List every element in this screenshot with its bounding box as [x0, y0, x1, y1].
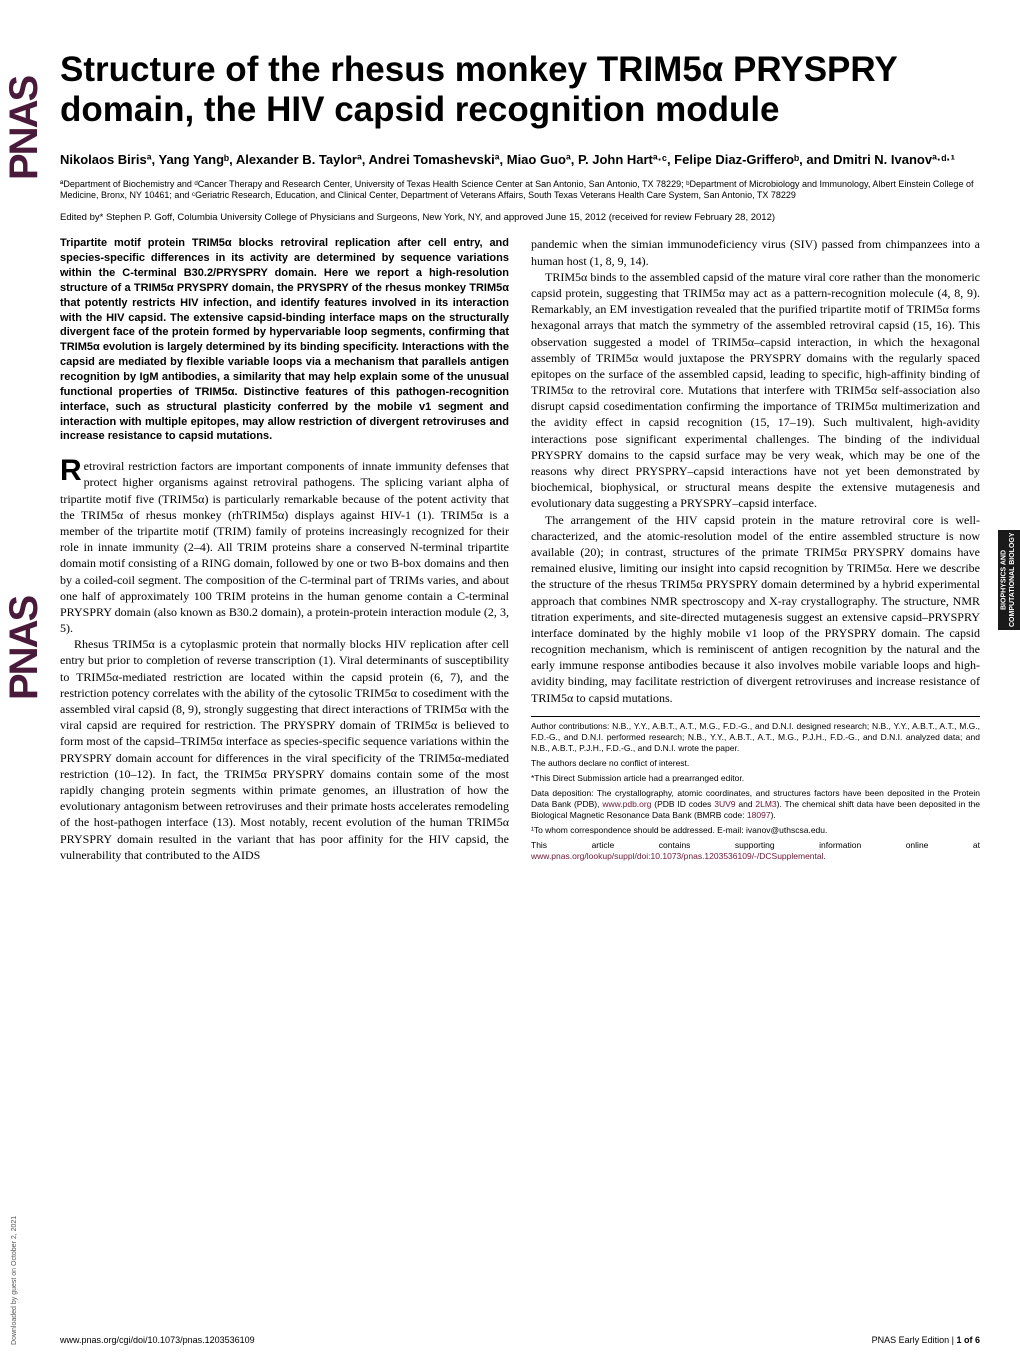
pdb-link[interactable]: www.pdb.org — [602, 799, 651, 809]
body-paragraph: Rhesus TRIM5α is a cytoplasmic protein t… — [60, 636, 509, 863]
footnote-separator — [531, 716, 980, 717]
pdb-id-link[interactable]: 2LM3 — [755, 799, 776, 809]
body-paragraph: TRIM5α binds to the assembled capsid of … — [531, 269, 980, 512]
body-paragraph: pandemic when the simian immunodeficienc… — [531, 236, 980, 268]
supplemental-link[interactable]: www.pnas.org/lookup/suppl/doi:10.1073/pn… — [531, 851, 824, 861]
download-note: Downloaded by guest on October 2, 2021 — [11, 1216, 18, 1345]
body-paragraph: Retroviral restriction factors are impor… — [60, 458, 509, 636]
body-text: etroviral restriction factors are import… — [60, 459, 509, 635]
article-title: Structure of the rhesus monkey TRIM5α PR… — [60, 50, 980, 131]
drop-cap: R — [60, 458, 84, 484]
supplemental-info: This article contains supporting informa… — [531, 840, 980, 862]
footer-page: PNAS Early Edition | 1 of 6 — [872, 1335, 980, 1345]
bmrb-link[interactable]: 18097 — [747, 810, 771, 820]
affiliations: ªDepartment of Biochemistry and ᵈCancer … — [60, 179, 980, 202]
footnotes: Author contributions: N.B., Y.Y., A.B.T.… — [531, 721, 980, 863]
pdb-id-link[interactable]: 3UV9 — [714, 799, 735, 809]
body-paragraph: The arrangement of the HIV capsid protei… — [531, 512, 980, 706]
category-tab: BIOPHYSICS AND COMPUTATIONAL BIOLOGY — [998, 530, 1020, 630]
pnas-logo: PNAS — [2, 597, 47, 700]
abstract: Tripartite motif protein TRIM5α blocks r… — [60, 236, 509, 444]
page-footer: www.pnas.org/cgi/doi/10.1073/pnas.120353… — [60, 1335, 980, 1345]
article-columns: Tripartite motif protein TRIM5α blocks r… — [60, 236, 980, 864]
data-deposition: Data deposition: The crystallography, at… — [531, 788, 980, 821]
author-contributions: Author contributions: N.B., Y.Y., A.B.T.… — [531, 721, 980, 754]
footer-doi: www.pnas.org/cgi/doi/10.1073/pnas.120353… — [60, 1335, 255, 1345]
conflict-statement: The authors declare no conflict of inter… — [531, 758, 980, 769]
editor-note: *This Direct Submission article had a pr… — [531, 773, 980, 784]
article-content: Structure of the rhesus monkey TRIM5α PR… — [60, 50, 980, 865]
pnas-logo: PNAS — [2, 77, 47, 180]
journal-sidebar: PNAS PNAS Downloaded by guest on October… — [0, 0, 50, 1365]
edited-by: Edited by* Stephen P. Goff, Columbia Uni… — [60, 212, 980, 224]
author-list: Nikolaos Birisª, Yang Yangᵇ, Alexander B… — [60, 151, 980, 169]
correspondence: ¹To whom correspondence should be addres… — [531, 825, 980, 836]
